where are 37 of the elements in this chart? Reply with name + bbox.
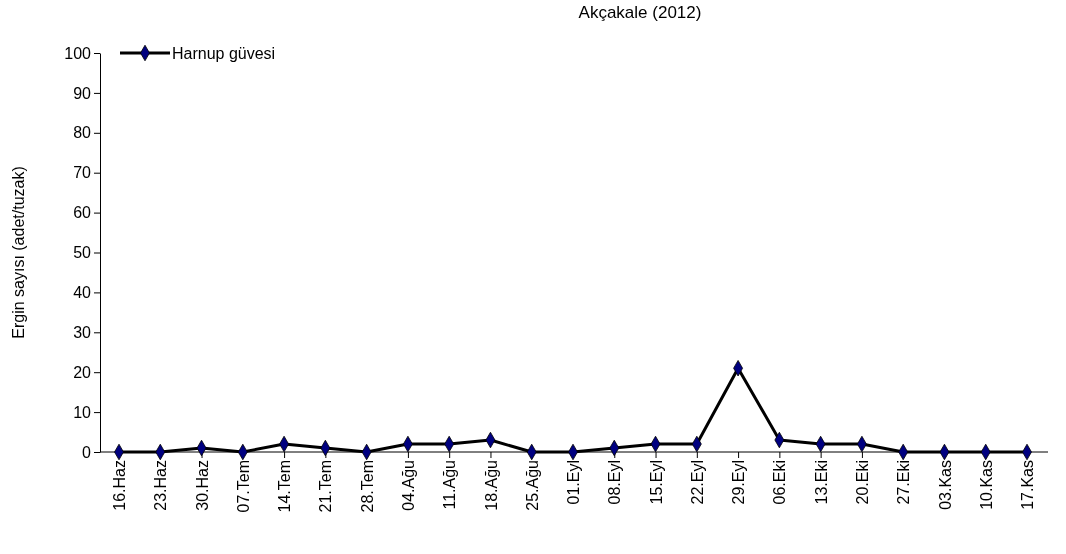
chart-title: Akçakale (2012) bbox=[578, 3, 702, 22]
x-tick-label: 10.Kas bbox=[977, 460, 995, 510]
y-tick-label: 30 bbox=[73, 323, 92, 341]
x-tick-label: 14.Tem bbox=[276, 460, 294, 513]
x-tick-label: 11.Ağu bbox=[441, 460, 459, 510]
y-tick-label: 100 bbox=[64, 44, 92, 62]
x-tick-label: 21.Tem bbox=[317, 460, 335, 513]
x-tick-label: 17.Kas bbox=[1019, 460, 1037, 510]
x-tick-label: 18.Ağu bbox=[482, 460, 500, 511]
x-tick-label: 06.Eki bbox=[771, 460, 789, 505]
x-tick-label: 03.Kas bbox=[936, 460, 954, 510]
y-tick-label: 10 bbox=[73, 403, 92, 421]
x-tick-label: 08.Eyl bbox=[606, 460, 624, 505]
y-tick-label: 70 bbox=[73, 164, 92, 182]
x-tick-label: 20.Eki bbox=[854, 460, 872, 505]
x-tick-label: 22.Eyl bbox=[688, 460, 706, 505]
x-tick-label: 13.Eki bbox=[812, 460, 830, 505]
x-tick-label: 30.Haz bbox=[193, 460, 211, 511]
y-tick-label: 20 bbox=[73, 363, 92, 381]
x-tick-label: 25.Ağu bbox=[523, 460, 541, 511]
y-tick-label: 80 bbox=[73, 124, 92, 142]
x-tick-label: 29.Eyl bbox=[730, 460, 748, 505]
x-tick-label: 07.Tem bbox=[234, 460, 252, 513]
x-tick-label: 23.Haz bbox=[152, 460, 170, 511]
x-tick-label: 01.Eyl bbox=[565, 460, 583, 505]
y-tick-label: 0 bbox=[82, 443, 92, 461]
x-tick-label: 28.Tem bbox=[358, 460, 376, 513]
x-tick-label: 27.Eki bbox=[895, 460, 913, 505]
y-axis-title: Ergin sayısı (adet/tuzak) bbox=[10, 166, 27, 339]
y-tick-label: 40 bbox=[73, 284, 92, 302]
x-tick-label: 16.Haz bbox=[111, 460, 129, 511]
y-tick-label: 60 bbox=[73, 204, 92, 222]
y-tick-label: 90 bbox=[73, 84, 92, 102]
legend-label: Harnup güvesi bbox=[172, 45, 276, 62]
y-tick-label: 50 bbox=[73, 244, 92, 262]
x-tick-label: 04.Ağu bbox=[400, 460, 418, 511]
x-tick-label: 15.Eyl bbox=[647, 460, 665, 505]
